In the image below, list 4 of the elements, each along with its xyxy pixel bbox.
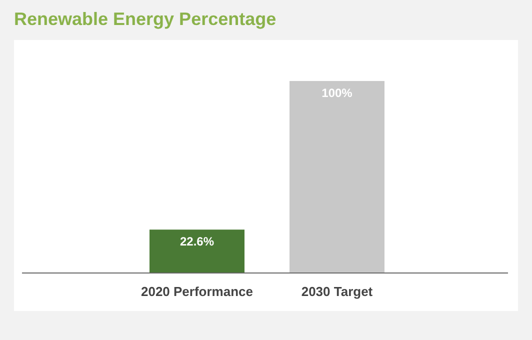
data-label: 22.6% — [180, 234, 214, 249]
x-tick-label: 2020 Performance — [140, 284, 254, 299]
x-tick-label: 2030 Target — [301, 284, 374, 299]
chart-title: Renewable Energy Percentage — [14, 9, 276, 29]
